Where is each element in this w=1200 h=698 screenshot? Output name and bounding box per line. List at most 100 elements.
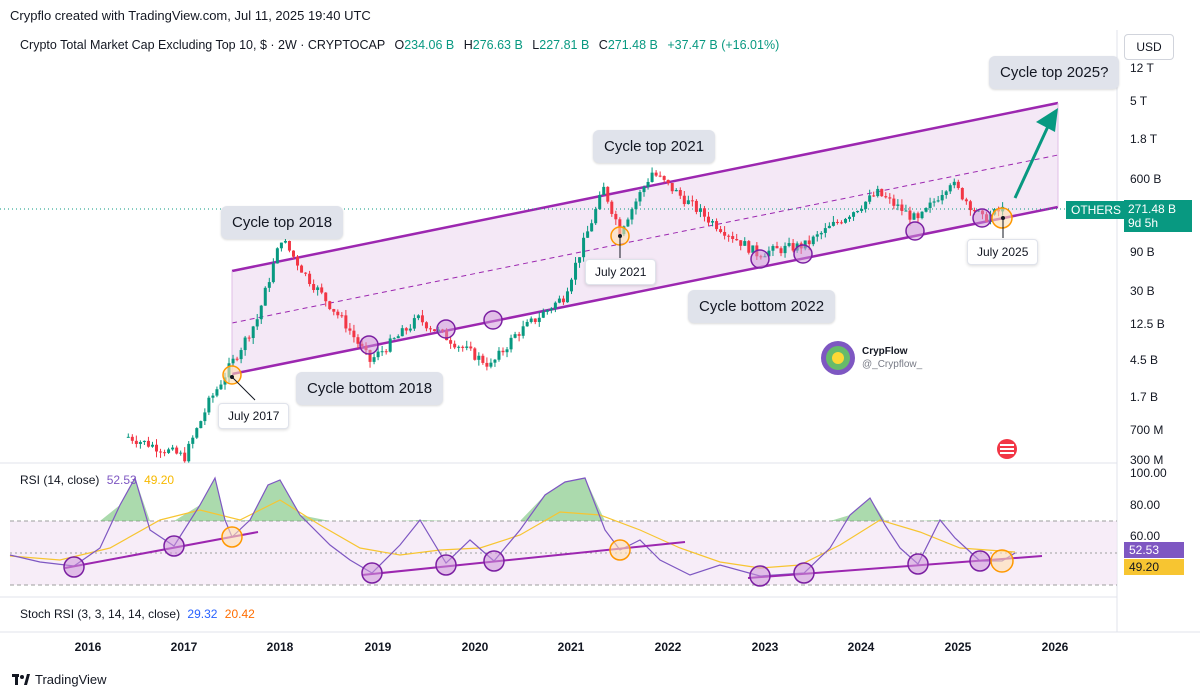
candle-body[interactable] bbox=[779, 248, 783, 254]
candle-body[interactable] bbox=[570, 279, 573, 292]
candle-body[interactable] bbox=[606, 186, 610, 202]
candle-body[interactable] bbox=[598, 194, 602, 210]
candle-body[interactable] bbox=[944, 191, 948, 196]
candle-body[interactable] bbox=[239, 350, 243, 360]
candle-body[interactable] bbox=[243, 337, 247, 351]
candle-body[interactable] bbox=[376, 351, 380, 358]
candle-body[interactable] bbox=[586, 231, 590, 238]
candle-body[interactable] bbox=[658, 175, 662, 177]
candle-body[interactable] bbox=[263, 287, 267, 306]
candle-body[interactable] bbox=[908, 210, 912, 220]
candle-body[interactable] bbox=[271, 263, 275, 283]
candle-body[interactable] bbox=[267, 282, 271, 288]
candle-body[interactable] bbox=[956, 181, 960, 189]
candle-body[interactable] bbox=[287, 240, 291, 251]
candle-body[interactable] bbox=[686, 200, 690, 205]
candle-body[interactable] bbox=[187, 443, 191, 462]
candle-body[interactable] bbox=[743, 241, 747, 246]
candle-body[interactable] bbox=[823, 228, 827, 233]
candle-body[interactable] bbox=[219, 384, 223, 390]
candle-body[interactable] bbox=[819, 232, 823, 235]
candle-body[interactable] bbox=[517, 334, 521, 336]
candle-body[interactable] bbox=[207, 397, 211, 413]
rsi-marker[interactable] bbox=[63, 556, 85, 578]
rsi-marker[interactable] bbox=[990, 549, 1014, 573]
candle-body[interactable] bbox=[316, 287, 320, 291]
candle-body[interactable] bbox=[453, 343, 457, 348]
candle-body[interactable] bbox=[126, 436, 130, 438]
rsi-trendline-2[interactable] bbox=[361, 541, 686, 576]
candle-body[interactable] bbox=[739, 240, 743, 246]
candle-body[interactable] bbox=[646, 181, 650, 188]
candle-body[interactable] bbox=[159, 451, 163, 453]
candle-body[interactable] bbox=[356, 337, 360, 344]
candle-body[interactable] bbox=[183, 452, 187, 462]
rsi-marker[interactable] bbox=[221, 526, 243, 548]
candle-body[interactable] bbox=[404, 328, 408, 331]
candle-body[interactable] bbox=[952, 181, 956, 186]
candle-body[interactable] bbox=[493, 359, 497, 363]
candle-body[interactable] bbox=[489, 362, 493, 367]
candle-body[interactable] bbox=[626, 219, 630, 227]
candle-body[interactable] bbox=[368, 350, 372, 362]
candle-body[interactable] bbox=[972, 210, 976, 212]
candle-body[interactable] bbox=[134, 440, 138, 444]
candle-body[interactable] bbox=[815, 234, 819, 237]
candle-body[interactable] bbox=[392, 338, 396, 340]
candle-body[interactable] bbox=[300, 265, 304, 273]
candle-body[interactable] bbox=[747, 241, 751, 253]
candle-body[interactable] bbox=[783, 245, 787, 254]
marker-bottom-2018[interactable] bbox=[359, 335, 379, 355]
candle-body[interactable] bbox=[936, 200, 940, 202]
candle-body[interactable] bbox=[332, 309, 336, 312]
candle-body[interactable] bbox=[138, 441, 142, 444]
candle-body[interactable] bbox=[348, 328, 352, 331]
candle-body[interactable] bbox=[175, 447, 179, 454]
candle-body[interactable] bbox=[932, 201, 936, 203]
candle-body[interactable] bbox=[171, 447, 175, 450]
candle-body[interactable] bbox=[497, 350, 501, 360]
candle-body[interactable] bbox=[912, 213, 916, 220]
candle-body[interactable] bbox=[884, 196, 888, 198]
candle-body[interactable] bbox=[904, 210, 908, 212]
candle-body[interactable] bbox=[594, 209, 598, 224]
candle-body[interactable] bbox=[388, 338, 392, 352]
candle-body[interactable] bbox=[279, 242, 283, 249]
candle-body[interactable] bbox=[163, 452, 167, 454]
marker-touch-2019[interactable] bbox=[436, 319, 456, 339]
candle-body[interactable] bbox=[513, 334, 517, 338]
candle-body[interactable] bbox=[336, 311, 340, 316]
candle-body[interactable] bbox=[731, 236, 735, 240]
rsi-marker[interactable] bbox=[435, 554, 457, 576]
candle-body[interactable] bbox=[304, 272, 308, 274]
candle-body[interactable] bbox=[706, 216, 710, 223]
candle-body[interactable] bbox=[509, 337, 513, 350]
candle-body[interactable] bbox=[283, 240, 287, 243]
candle-body[interactable] bbox=[195, 428, 199, 438]
flag-icon[interactable] bbox=[997, 439, 1017, 459]
candle-body[interactable] bbox=[590, 223, 594, 232]
candle-body[interactable] bbox=[275, 248, 279, 264]
rsi-marker[interactable] bbox=[483, 550, 505, 572]
marker-touch-2025[interactable] bbox=[972, 208, 992, 228]
rsi-marker[interactable] bbox=[793, 562, 815, 584]
candle-body[interactable] bbox=[525, 321, 529, 327]
rsi-marker[interactable] bbox=[163, 535, 185, 557]
candle-body[interactable] bbox=[872, 195, 876, 197]
candle-body[interactable] bbox=[203, 412, 207, 422]
candle-body[interactable] bbox=[896, 204, 900, 206]
candle-body[interactable] bbox=[340, 315, 344, 317]
candle-body[interactable] bbox=[235, 358, 239, 360]
candle-body[interactable] bbox=[860, 208, 864, 211]
candle-body[interactable] bbox=[428, 328, 432, 330]
candle-body[interactable] bbox=[255, 319, 259, 327]
candle-body[interactable] bbox=[964, 199, 968, 202]
candle-body[interactable] bbox=[880, 188, 884, 197]
rsi-marker[interactable] bbox=[907, 553, 929, 575]
candle-body[interactable] bbox=[247, 337, 251, 339]
candle-body[interactable] bbox=[650, 172, 654, 182]
candle-body[interactable] bbox=[642, 187, 646, 193]
footer-brand[interactable]: TradingView bbox=[12, 672, 107, 687]
candle-body[interactable] bbox=[396, 336, 400, 339]
